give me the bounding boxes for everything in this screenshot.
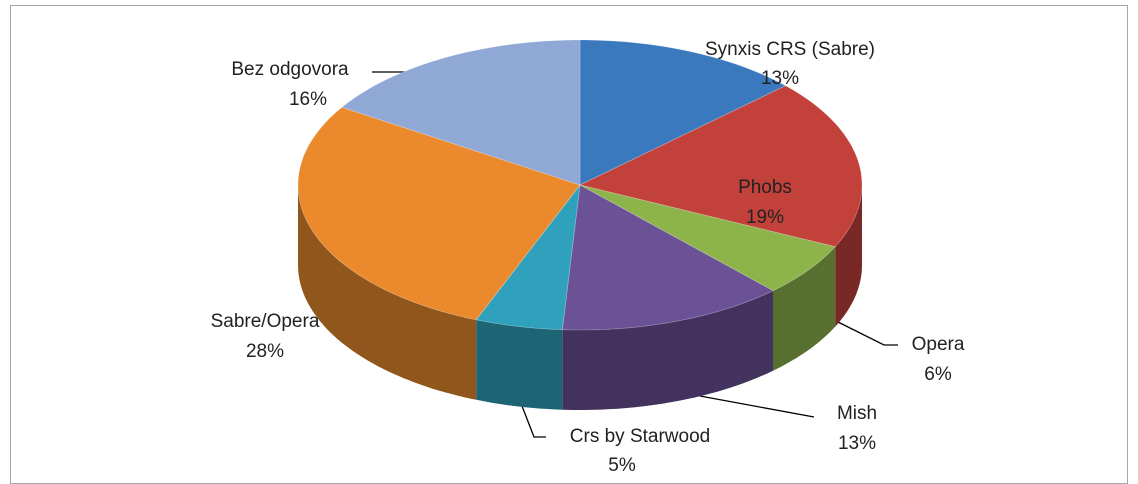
slice-value-label: 13% xyxy=(761,68,799,89)
slice-value-label: 13% xyxy=(838,433,876,454)
pie-slice xyxy=(475,183,581,331)
slice-value-label: 19% xyxy=(746,207,784,228)
pie-slice xyxy=(579,184,836,292)
slice-label: Mish xyxy=(837,403,877,424)
slice-value-label: 28% xyxy=(246,341,284,362)
slice-value-label: 6% xyxy=(924,364,952,385)
slice-label: Bez odgovora xyxy=(231,59,349,80)
slice-label: Crs by Starwood xyxy=(570,426,710,447)
slice-value-label: 5% xyxy=(608,455,636,476)
pie-slice xyxy=(579,39,787,186)
pie-side xyxy=(773,246,836,371)
pie-side xyxy=(298,185,477,400)
slice-label: Opera xyxy=(912,334,965,355)
slice-label: Synxis CRS (Sabre) xyxy=(705,39,875,60)
pie-side xyxy=(476,319,563,410)
pie-slice xyxy=(578,85,863,248)
slice-label: Sabre/Opera xyxy=(211,311,320,332)
pie-side xyxy=(835,185,862,327)
pie-slice xyxy=(297,106,581,321)
slice-value-label: 16% xyxy=(289,89,327,110)
leader-line xyxy=(837,321,898,346)
leader-line xyxy=(699,395,815,418)
pie-side xyxy=(562,290,773,410)
pie-slice xyxy=(341,39,581,186)
slice-label: Phobs xyxy=(738,177,792,198)
pie-slice xyxy=(561,184,774,331)
leader-line xyxy=(521,405,546,438)
